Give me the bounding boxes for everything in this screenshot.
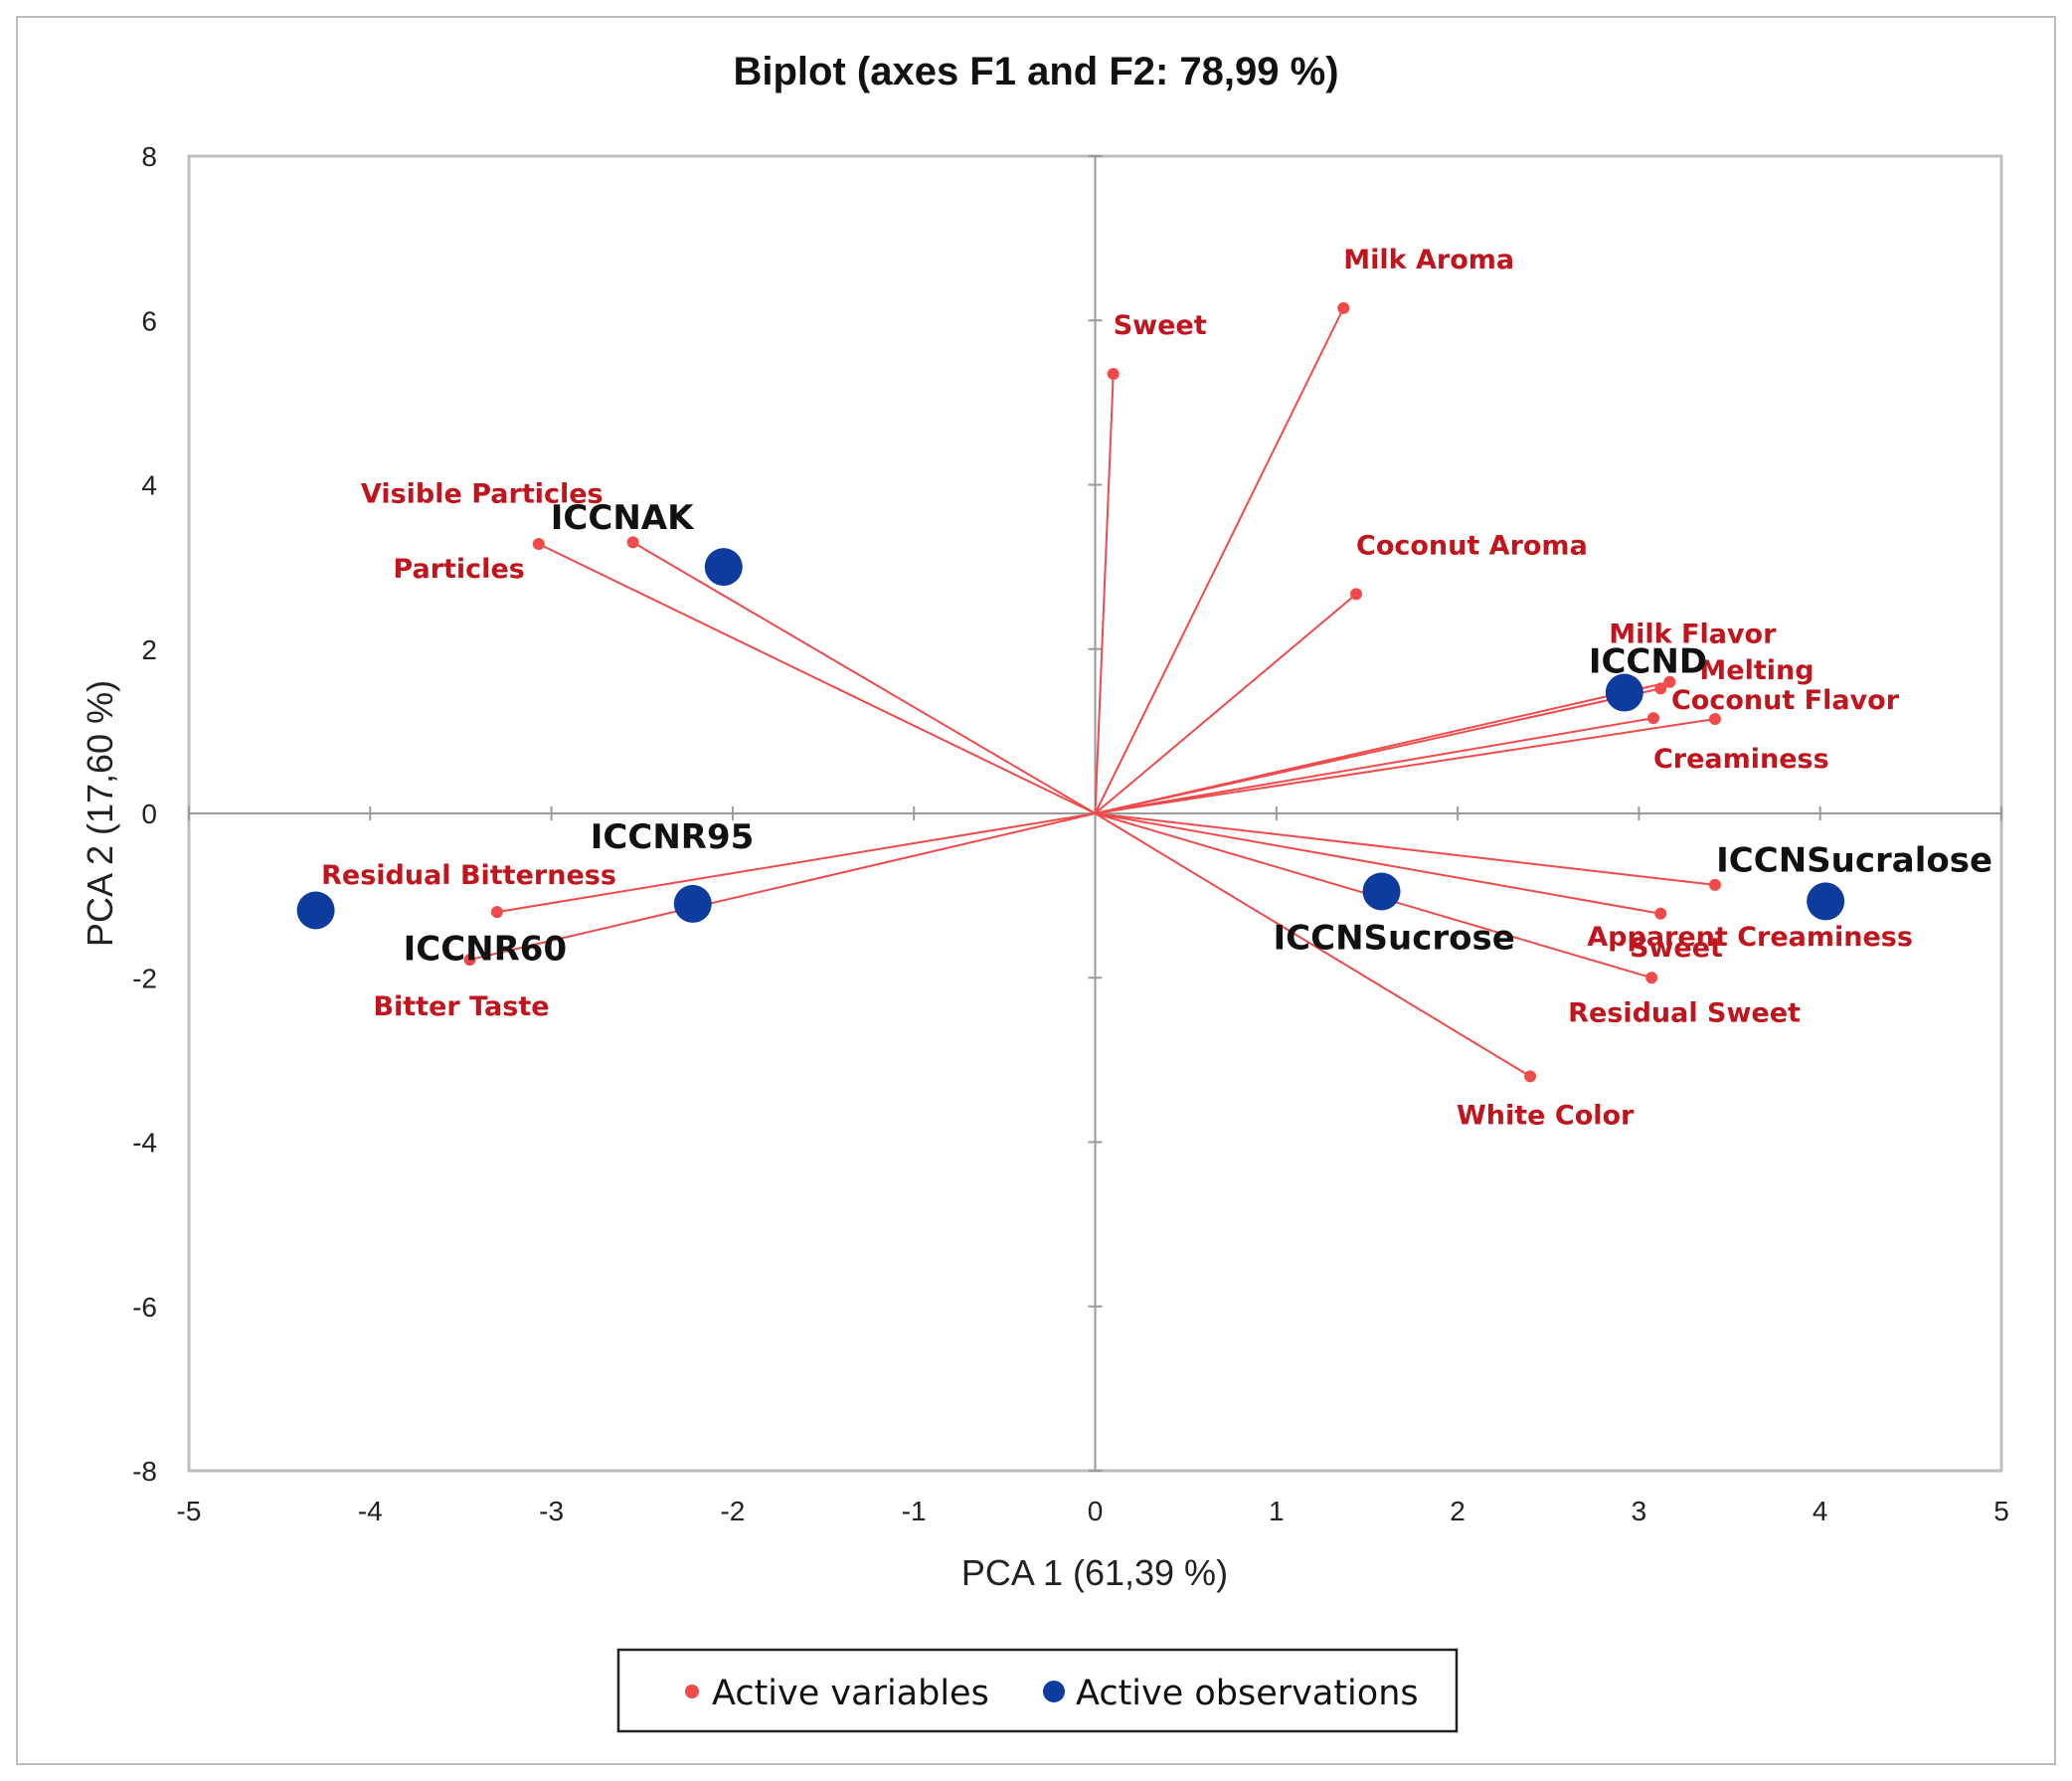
- variable-point: [1645, 972, 1658, 984]
- observation-point: [1605, 673, 1643, 712]
- variable-point: [1663, 675, 1676, 688]
- variable-label: Creaminess: [1653, 744, 1829, 775]
- observation-point: [296, 891, 335, 930]
- x-tick-label: 5: [1993, 1496, 2009, 1526]
- variable-point: [1350, 588, 1363, 601]
- variable-point: [626, 536, 639, 549]
- variable-point: [1654, 907, 1667, 920]
- variable-vector: [1094, 307, 1345, 814]
- y-tick-label: -8: [132, 1456, 157, 1487]
- x-tick-label: -1: [902, 1496, 927, 1526]
- variable-label: Milk Aroma: [1343, 245, 1514, 275]
- variable-point: [463, 954, 476, 967]
- variable-point: [1708, 712, 1721, 725]
- variable-point: [1708, 878, 1721, 891]
- y-tick-label: 4: [141, 470, 157, 501]
- observation-label: ICCNR95: [591, 817, 755, 857]
- variable-label: Sweet: [1114, 310, 1207, 341]
- legend-variables-marker: [685, 1685, 699, 1698]
- y-tick-label: 8: [141, 141, 157, 172]
- observation-point: [1362, 872, 1401, 911]
- observation-label: ICCNSucralose: [1716, 840, 1992, 880]
- variable-vector: [1094, 812, 1531, 1078]
- variable-vectors: [463, 301, 1721, 1083]
- x-axis-label: PCA 1 (61,39 %): [961, 1552, 1228, 1593]
- variable-label: Coconut Aroma: [1356, 530, 1588, 561]
- legend: Active variables Active observations: [616, 1648, 1459, 1733]
- variable-point: [532, 537, 545, 550]
- variable-label: Bitter Taste: [373, 991, 549, 1022]
- x-tick-label: 4: [1813, 1496, 1828, 1526]
- variable-vector: [1095, 680, 1670, 814]
- y-tick-label: -2: [132, 963, 157, 993]
- variable-label: Residual Bitterness: [321, 860, 616, 891]
- variable-label: Coconut Flavor: [1671, 685, 1900, 716]
- variable-label: Visible Particles: [361, 478, 604, 509]
- variable-vector: [1095, 717, 1716, 814]
- tick-labels: -5 -4 -3 -2 -1 0 1 2 3 4 5 8 6 4 2 0 -2 -4 -6 -8: [132, 141, 2009, 1526]
- observation-label: ICCNAK: [551, 498, 695, 538]
- variable-vector: [1095, 717, 1654, 814]
- x-tick-label: -4: [358, 1496, 383, 1526]
- variable-vector: [1095, 812, 1716, 886]
- variable-label: White Color: [1457, 1100, 1635, 1131]
- x-tick-label: 1: [1269, 1496, 1285, 1526]
- legend-variables-label: Active variables: [712, 1674, 989, 1713]
- variable-point: [1337, 301, 1350, 314]
- y-axis-label: PCA 2 (17,60 %): [80, 680, 120, 947]
- observation-label: ICCND: [1589, 642, 1707, 682]
- x-tick-label: -3: [539, 1496, 564, 1526]
- variable-label: Melting: [1699, 655, 1813, 686]
- x-tick-label: 3: [1632, 1496, 1647, 1526]
- legend-observations-label: Active observations: [1076, 1674, 1419, 1713]
- variable-vector: [1095, 812, 1661, 915]
- variable-label: Residual Sweet: [1568, 997, 1801, 1028]
- legend-box: [616, 1648, 1459, 1733]
- y-tick-label: -6: [132, 1292, 157, 1323]
- chart-title: Biplot (axes F1 and F2: 78,99 %): [733, 50, 1338, 93]
- observation-point: [704, 548, 743, 587]
- variable-label: Apparent Creaminess: [1587, 922, 1913, 953]
- x-tick-label: -2: [720, 1496, 745, 1526]
- x-tick-label: 2: [1450, 1496, 1466, 1526]
- legend-observations-marker: [1043, 1681, 1065, 1702]
- variable-vector: [1094, 593, 1357, 814]
- observation-point: [1807, 882, 1845, 921]
- variable-vector: [1094, 373, 1115, 814]
- y-tick-label: 0: [141, 799, 157, 829]
- variable-label: Sweet: [1630, 933, 1723, 964]
- variable-vector: [469, 812, 1096, 962]
- variable-label: Particles: [393, 554, 524, 585]
- point-labels: Milk Aroma Sweet Visible Particles Particle…: [321, 245, 1992, 1132]
- y-tick-label: 2: [141, 634, 157, 665]
- variable-point: [490, 906, 503, 919]
- variable-vector: [632, 541, 1097, 814]
- observation-points: [296, 548, 1845, 930]
- figure-frame: [16, 16, 2056, 1765]
- observation-point: [673, 884, 712, 923]
- variable-point: [1646, 712, 1659, 725]
- observation-label: ICCNR60: [404, 929, 568, 969]
- variable-vector: [496, 812, 1096, 914]
- observation-label: ICCNSucrose: [1274, 918, 1515, 958]
- variable-vector: [538, 543, 1096, 814]
- y-tick-label: -4: [132, 1128, 157, 1158]
- variable-label: Milk Flavor: [1609, 619, 1777, 649]
- variable-point: [1107, 367, 1120, 380]
- x-tick-label: 0: [1088, 1496, 1104, 1526]
- x-tick-label: -5: [177, 1496, 202, 1526]
- variable-point: [1524, 1070, 1537, 1083]
- y-tick-label: 6: [141, 305, 157, 336]
